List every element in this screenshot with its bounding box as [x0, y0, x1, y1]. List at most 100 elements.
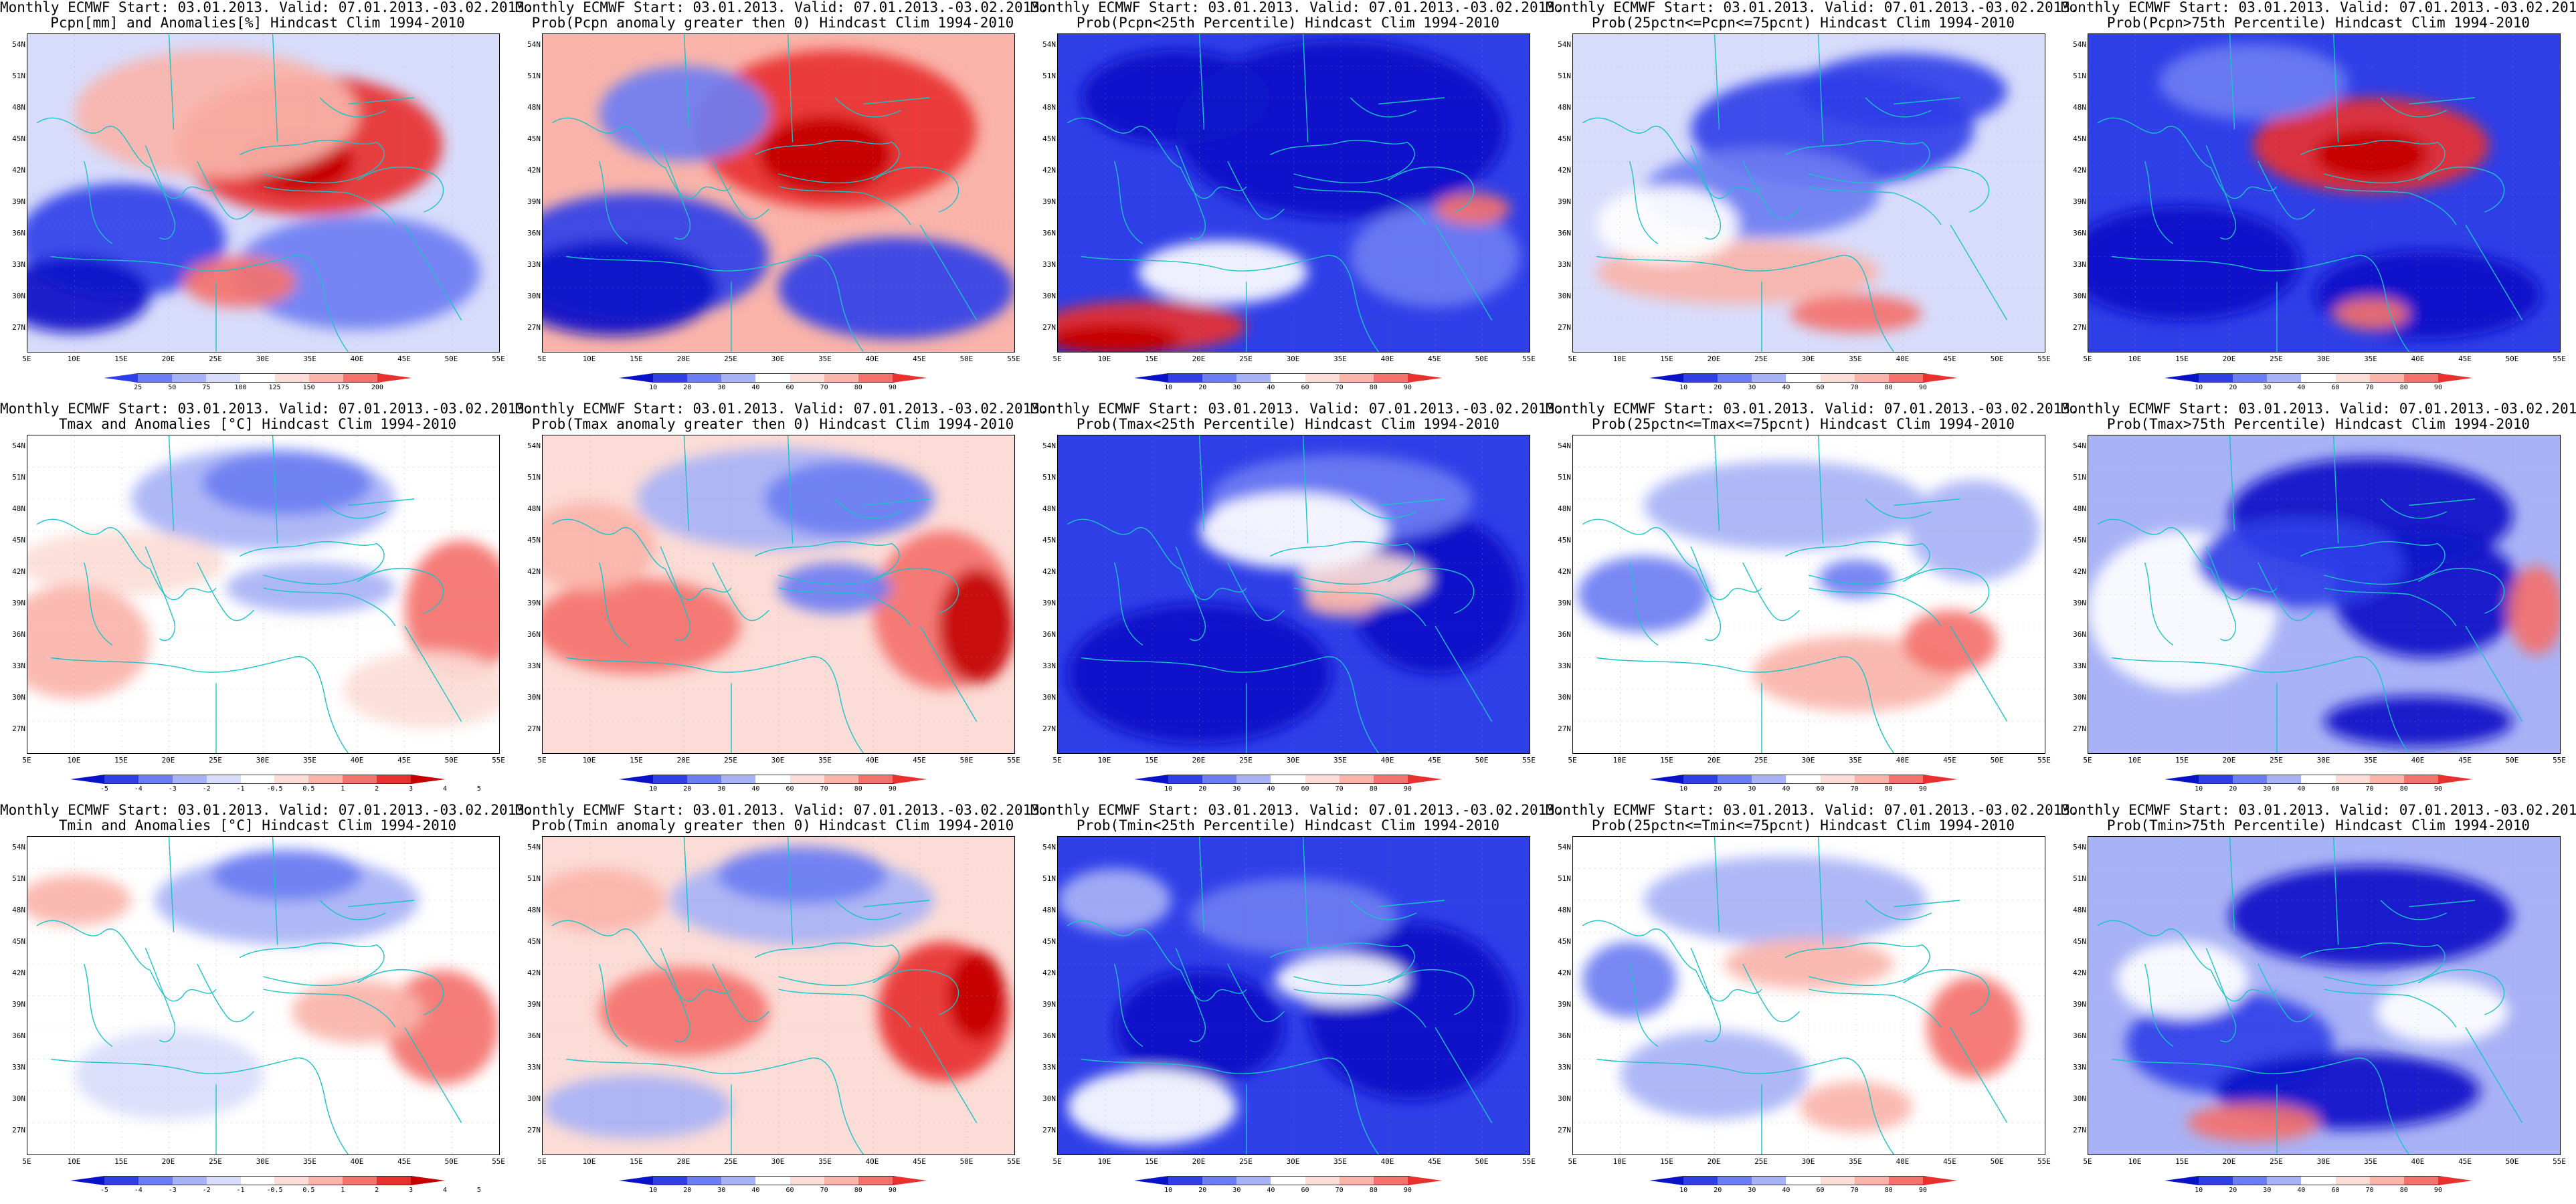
colorbar-tick-label: 90	[1918, 785, 1927, 793]
coastline	[1904, 970, 1989, 1015]
lat-tick-label: 42N	[1558, 969, 1571, 977]
colorbar-tick-label: 10	[2195, 1187, 2203, 1194]
colorbar-segment	[1305, 1176, 1340, 1185]
lat-tick-label: 48N	[1042, 504, 1056, 513]
lon-tick-label: 35E	[303, 756, 316, 765]
lat-tick-label: 30N	[1558, 1094, 1571, 1103]
shaded-region	[2333, 298, 2409, 330]
colorbar-tick-label: 60	[2331, 1187, 2340, 1194]
colorbar-segment	[70, 1176, 105, 1185]
map-panel: Monthly ECMWF Start: 03.01.2013. Valid: …	[2061, 401, 2576, 803]
lat-tick-label: 54N	[1558, 40, 1571, 49]
shaded-region	[1818, 559, 1894, 598]
colorbar	[1134, 373, 1443, 383]
colorbar-tick-label: 125	[268, 384, 281, 391]
shaded-region	[27, 256, 151, 333]
lat-tick-label: 45N	[2073, 134, 2086, 143]
shaded-region	[1790, 294, 1922, 333]
coastline	[1691, 145, 1720, 239]
colorbar-segment	[274, 373, 310, 383]
colorbar-tick-label: 60	[786, 1187, 794, 1194]
coastline	[1435, 225, 1492, 320]
colorbar-tick-label: 20	[2229, 1187, 2237, 1194]
coastline	[2145, 161, 2173, 244]
colorbar-tick-label: 20	[1198, 785, 1207, 793]
coastline	[2112, 657, 2409, 753]
panel-title-line1: Monthly ECMWF Start: 03.01.2013. Valid: …	[0, 802, 533, 818]
lon-tick-label: 50E	[444, 756, 458, 765]
lat-tick-label: 30N	[2073, 1094, 2086, 1103]
colorbar-tick-label: 10	[649, 384, 658, 391]
coastline	[169, 34, 415, 142]
lat-tick-label: 27N	[1558, 724, 1571, 733]
colorbar-tick-label: 10	[1679, 1187, 1688, 1194]
colorbar-tick-label: 0.5	[302, 1187, 315, 1194]
colorbar-tick-label: 70	[1335, 384, 1344, 391]
colorbar-segment	[1271, 1176, 1306, 1185]
panel-title-line1: Monthly ECMWF Start: 03.01.2013. Valid: …	[1546, 401, 2079, 417]
colorbar	[70, 775, 446, 784]
coastline	[2419, 569, 2504, 613]
lon-tick-label: 50E	[2505, 355, 2519, 363]
colorbar-segment	[721, 775, 756, 784]
lat-tick-label: 30N	[1042, 693, 1056, 702]
panel-title-line1: Monthly ECMWF Start: 03.01.2013. Valid: …	[2061, 0, 2576, 15]
colorbar-segment	[240, 775, 275, 784]
shaded-region	[1799, 1081, 1913, 1132]
lat-tick-label: 27N	[12, 1126, 25, 1134]
shaded-region	[291, 979, 424, 1043]
lat-tick-label: 45N	[1042, 937, 1056, 946]
colorbar-segment	[1820, 775, 1855, 784]
panel-title-line1: Monthly ECMWF Start: 03.01.2013. Valid: …	[515, 0, 1048, 15]
colorbar-segment	[1820, 373, 1855, 383]
shaded-region	[1067, 1068, 1237, 1145]
lat-tick-label: 51N	[1558, 874, 1571, 883]
colorbar-segment	[70, 775, 105, 784]
coastline	[779, 187, 911, 225]
lon-tick-label: 35E	[2364, 1157, 2377, 1166]
colorbar-segment	[2267, 1176, 2302, 1185]
lat-tick-label: 42N	[1042, 166, 1056, 175]
colorbar-tick-label: 60	[1301, 1187, 1309, 1194]
lon-tick-label: 15E	[1145, 355, 1158, 363]
lat-tick-label: 48N	[1558, 103, 1571, 112]
lon-tick-label: 45E	[913, 355, 926, 363]
lon-tick-label: 50E	[1475, 355, 1489, 363]
colorbar-segment	[1922, 373, 1958, 383]
colorbar-segment	[377, 1176, 411, 1185]
coastline	[2466, 225, 2522, 320]
coastline	[1176, 145, 1205, 239]
coastline	[1950, 1027, 2007, 1123]
colorbar-segment	[1854, 775, 1890, 784]
colorbar-tick-label: 70	[820, 1187, 828, 1194]
coastline	[1743, 964, 1800, 1022]
panel-title-line2: Prob(Pcpn anomaly greater then 0) Hindca…	[531, 15, 1014, 31]
lon-tick-label: 35E	[1849, 1157, 1862, 1166]
colorbar-segment	[2267, 373, 2302, 383]
colorbar-segment	[343, 1176, 377, 1185]
coastline	[358, 167, 444, 212]
coastline	[2419, 167, 2504, 212]
colorbar-segment	[343, 775, 377, 784]
colorbar-tick-label: 10	[2195, 785, 2203, 793]
lon-tick-label: 20E	[161, 756, 175, 765]
colorbar-segment	[2165, 1176, 2199, 1185]
coastline	[2112, 256, 2409, 352]
lon-tick-label: 25E	[724, 355, 737, 363]
lon-tick-label: 15E	[1145, 1157, 1158, 1166]
colorbar-segment	[1888, 373, 1924, 383]
lon-tick-label: 50E	[444, 1157, 458, 1166]
colorbar-tick-label: 10	[649, 1187, 658, 1194]
lat-tick-label: 33N	[1042, 662, 1056, 670]
lon-tick-label: 20E	[1192, 355, 1206, 363]
colorbar-segment	[1820, 1176, 1855, 1185]
colorbar-tick-label: 20	[683, 384, 692, 391]
coastline	[2419, 970, 2504, 1015]
colorbar-tick-label: 30	[717, 384, 726, 391]
lat-tick-label: 33N	[527, 260, 541, 269]
lon-tick-label: 20E	[1707, 355, 1721, 363]
coastline	[240, 542, 384, 585]
coastline	[1200, 34, 1445, 142]
lon-tick-label: 30E	[771, 1157, 785, 1166]
lon-tick-label: 30E	[1801, 1157, 1815, 1166]
